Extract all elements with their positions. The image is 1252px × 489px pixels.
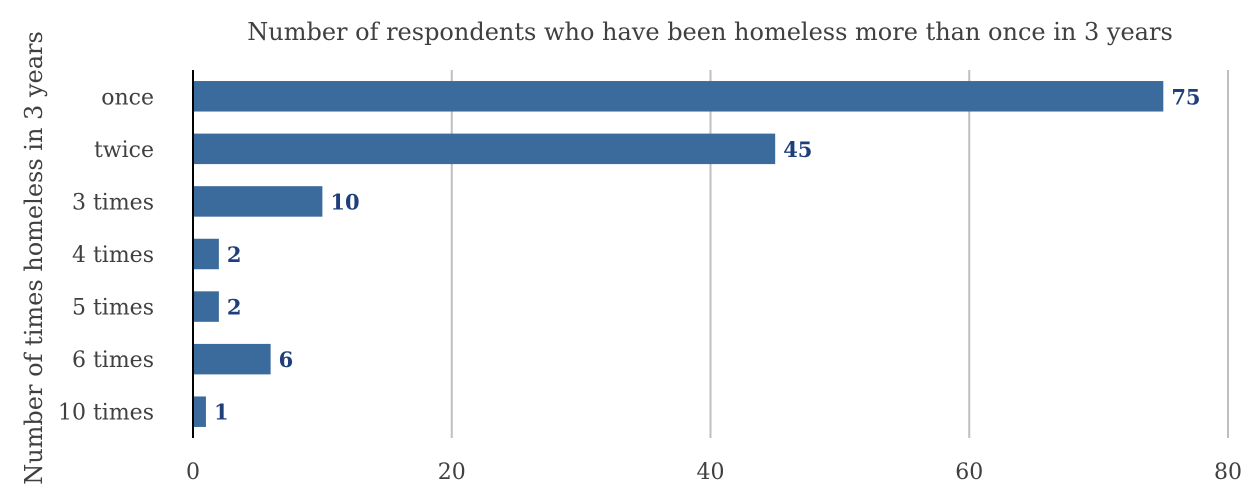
bar [193, 238, 219, 270]
bar [193, 343, 271, 375]
x-tick-label: 60 [955, 460, 983, 485]
chart-title: Number of respondents who have been home… [247, 18, 1173, 46]
bar [193, 186, 323, 217]
category-label: 10 times [58, 401, 154, 426]
bar [193, 81, 1164, 112]
category-label: 4 times [72, 243, 154, 268]
x-tick-labels: 0 20 40 60 80 [186, 460, 1242, 485]
bar [193, 396, 206, 427]
data-label: 1 [214, 400, 229, 425]
category-label: twice [94, 138, 154, 163]
category-labels: once twice 3 times 4 times 5 times 6 times 10 … [58, 85, 154, 425]
category-label: once [101, 85, 154, 110]
data-label: 6 [279, 347, 294, 372]
data-labels: 75 45 10 2 2 6 1 [214, 84, 1201, 424]
category-label: 6 times [72, 348, 154, 373]
y-axis-label: Number of times homeless in 3 years [20, 31, 48, 485]
x-tick-label: 20 [438, 460, 466, 485]
x-tick-label: 80 [1214, 460, 1242, 485]
data-label: 45 [783, 137, 812, 162]
category-label: 3 times [72, 190, 154, 215]
x-tick-label: 0 [186, 460, 200, 485]
data-label: 75 [1171, 84, 1200, 109]
gridlines [450, 70, 1229, 438]
x-tick-label: 40 [697, 460, 725, 485]
data-label: 2 [227, 242, 242, 267]
bars [193, 81, 1164, 427]
data-label: 10 [330, 189, 359, 214]
bar [193, 291, 219, 322]
category-label: 5 times [72, 296, 154, 321]
bar [193, 133, 776, 165]
data-label: 2 [227, 295, 242, 320]
